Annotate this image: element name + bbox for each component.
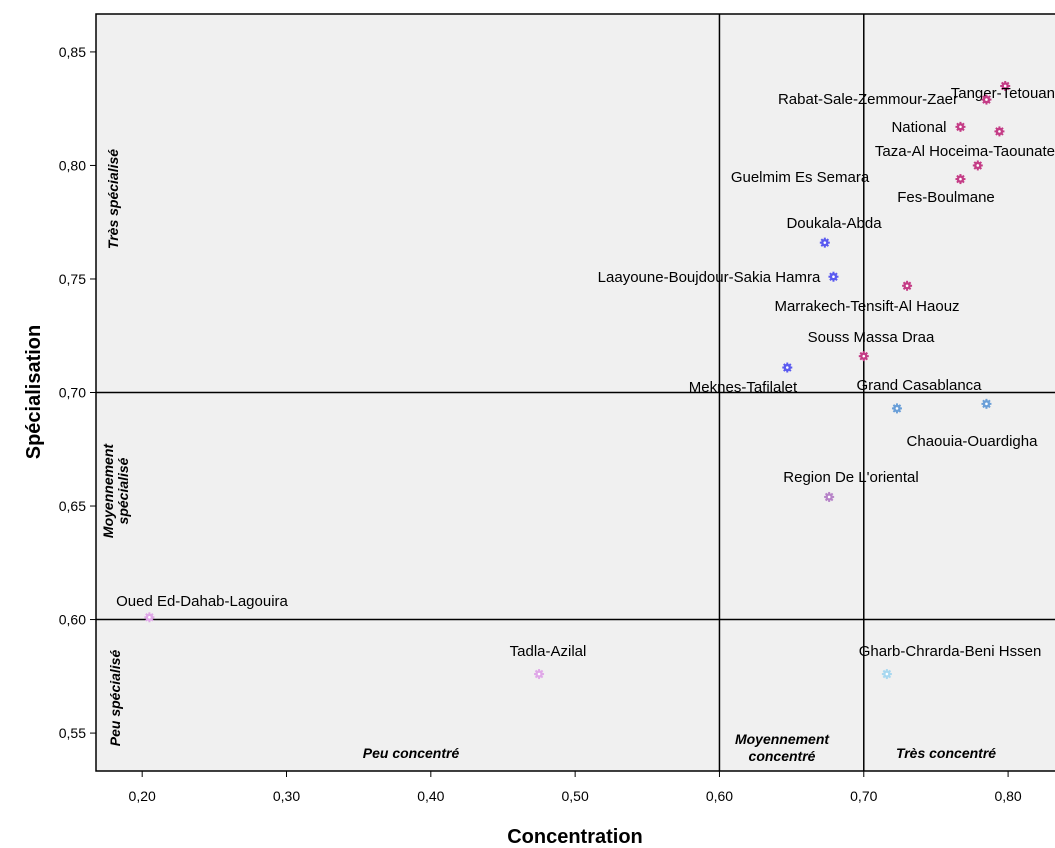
point-marker-center [885,672,889,676]
point-label: Region De L'oriental [783,469,918,486]
x-axis-title: Concentration [507,826,643,848]
data-point: Laayoune-Boujdour-Sakia Hamra [598,269,839,286]
zone-label-y-high: Très spécialisé [105,149,121,249]
zone-label-y-low: Peu spécialisé [107,650,123,747]
point-label: National [891,119,946,136]
point-label: Taza-Al Hoceima-Taounate [875,143,1055,160]
point-label: Souss Massa Draa [808,329,935,346]
point-marker-center [1003,84,1007,88]
y-tick-label: 0,55 [59,725,86,741]
point-label: Tanger-Tetouan [951,85,1055,102]
zone-label-y-mid: Moyennementspécialisé [100,443,131,538]
point-label: Gharb-Chrarda-Beni Hssen [859,643,1042,660]
y-tick-label: 0,70 [59,385,86,401]
y-axis: 0,55 0,60 0,65 0,70 0,75 0,80 0,85 [59,44,96,741]
x-tick-label: 0,80 [994,788,1021,804]
data-point: Tanger-Tetouan [951,80,1055,102]
zone-label-x-mid-line2: concentré [749,748,816,764]
point-label: Meknes-Tafilalet [689,379,798,396]
zone-label-x-low: Peu concentré [363,745,460,761]
point-marker-center [976,164,980,167]
y-tick-label: 0,65 [59,498,86,514]
data-point: Taza-Al Hoceima-Taounate [875,126,1055,160]
y-tick-label: 0,75 [59,271,86,287]
x-tick-label: 0,60 [706,788,733,804]
data-point: Marrakech-Tensift-Al Haouz [774,280,960,315]
data-point: Souss Massa Draa [808,329,935,362]
point-label: Guelmim Es Semara [731,169,870,186]
point-label: Grand Casablanca [856,377,982,394]
point-label: Rabat-Sale-Zemmour-Zaer [778,91,958,108]
point-marker-center [998,130,1001,133]
x-tick-label: 0,40 [417,788,444,804]
point-marker-center [985,98,988,101]
data-point: Gharb-Chrarda-Beni Hssen [859,643,1042,680]
point-marker-center [985,402,988,406]
point-label: Oued Ed-Dahab-Lagouira [116,593,288,610]
data-point: Tadla-Azilal [510,643,587,680]
point-label: Chaouia-Ouardigha [907,433,1039,450]
point-marker-center [905,284,909,288]
point-label: Laayoune-Boujdour-Sakia Hamra [598,269,821,286]
data-point: Guelmim Es Semara [731,169,966,186]
data-point: Fes-Boulmane [897,160,995,206]
point-marker-center [823,241,827,244]
data-point: Meknes-Tafilalet [689,362,798,396]
x-axis: 0,20 0,30 0,40 0,50 0,60 0,70 0,80 [129,771,1022,804]
zone-label-x-mid-line1: Moyennement [735,731,830,747]
point-marker-center [148,615,151,619]
point-label: Tadla-Azilal [510,643,587,660]
data-point: Doukala-Abda [786,215,882,248]
data-point: Rabat-Sale-Zemmour-Zaer [778,91,992,108]
zone-label-y-mid-line2: spécialisé [115,457,131,524]
point-marker-center [785,366,789,369]
point-marker-center [832,275,835,279]
point-marker-center [959,177,962,181]
zone-label-y-mid-line1: Moyennement [100,443,116,538]
x-tick-label: 0,20 [129,788,156,804]
data-point: Region De L'oriental [783,469,919,502]
zone-label-x-mid: Moyennement concentré [735,731,830,764]
zone-label-x-high: Très concentré [896,745,996,761]
data-point: National [891,119,966,136]
x-tick-label: 0,70 [850,788,877,804]
x-tick-label: 0,50 [562,788,589,804]
y-axis-title: Spécialisation [23,325,45,460]
y-tick-label: 0,60 [59,612,86,628]
point-marker-center [827,495,831,499]
point-marker-center [959,125,962,129]
y-tick-label: 0,85 [59,44,86,60]
data-point: Oued Ed-Dahab-Lagouira [116,593,289,623]
point-label: Marrakech-Tensift-Al Haouz [774,298,959,315]
data-point: Grand Casablanca [856,377,982,414]
reference-lines [96,14,1055,771]
point-label: Doukala-Abda [786,215,882,232]
point-label: Fes-Boulmane [897,189,995,206]
point-marker-center [537,672,541,676]
y-tick-label: 0,80 [59,157,86,173]
x-tick-label: 0,30 [273,788,300,804]
data-point: Chaouia-Ouardigha [907,398,1039,450]
point-marker-center [895,407,899,410]
point-marker-center [862,354,866,358]
